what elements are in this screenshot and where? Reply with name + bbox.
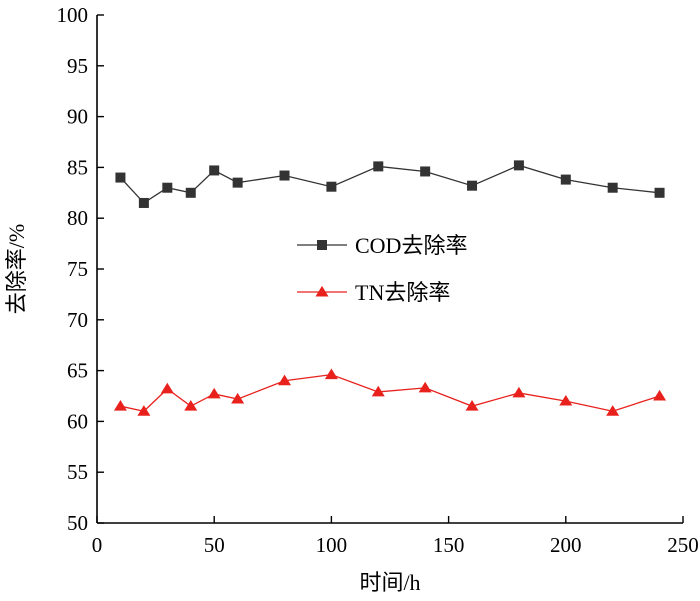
- series-2-point: [418, 381, 432, 393]
- legend-marker: [317, 240, 327, 250]
- y-tick-label: 60: [67, 409, 88, 433]
- y-tick-label: 95: [67, 54, 88, 78]
- series-2-point: [207, 387, 221, 399]
- series-2-point: [653, 389, 667, 401]
- x-axis-title: 时间/h: [359, 570, 420, 595]
- series-1-point: [326, 181, 337, 192]
- series-1-point: [185, 187, 196, 198]
- series-2-point: [465, 400, 479, 411]
- series-1-point: [420, 166, 431, 177]
- series-layer: [113, 160, 667, 416]
- series-1-point: [373, 161, 384, 172]
- y-axis-title: 去除率/%: [4, 224, 29, 314]
- legend-item-1: COD去除率: [297, 233, 467, 258]
- series-1-point: [138, 197, 149, 208]
- series-1: [115, 160, 665, 208]
- series-1-point: [162, 182, 173, 193]
- series-2-point: [559, 394, 573, 406]
- series-1-point: [467, 180, 478, 191]
- series-1-point: [513, 160, 524, 171]
- legend-marker: [315, 285, 329, 297]
- series-1-point: [607, 182, 618, 193]
- series-2-point: [324, 368, 338, 380]
- y-tick-label: 85: [67, 155, 88, 179]
- legend: COD去除率 TN去除率: [297, 233, 467, 305]
- series-1-point: [209, 165, 220, 176]
- series-2-point: [113, 400, 127, 411]
- series-2-point: [184, 400, 198, 411]
- axes: [96, 15, 683, 524]
- series-2-line: [120, 373, 660, 412]
- x-tick-label: 250: [667, 533, 699, 557]
- y-tick-label: 70: [67, 308, 88, 332]
- x-tick-label: 50: [204, 533, 225, 557]
- series-1-line: [119, 164, 660, 204]
- x-tick-label: 0: [92, 533, 103, 557]
- y-tick-label: 75: [67, 257, 88, 281]
- series-2-point: [278, 374, 292, 386]
- series-1-point: [654, 187, 665, 198]
- series-2: [113, 368, 667, 416]
- series-2-point: [371, 385, 385, 397]
- legend-label: TN去除率: [355, 280, 450, 305]
- series-2-point: [231, 392, 245, 404]
- y-tick-label: 65: [67, 359, 88, 383]
- x-tick-label: 150: [433, 533, 465, 557]
- series-1-point: [232, 177, 243, 188]
- series-2-point: [512, 386, 526, 398]
- series-2-point: [606, 405, 620, 416]
- series-1-point: [279, 170, 290, 181]
- series-1-point: [115, 172, 126, 183]
- x-tick-label: 100: [316, 533, 348, 557]
- series-2-point: [137, 405, 151, 416]
- legend-label: COD去除率: [355, 233, 467, 258]
- legend-item-2: TN去除率: [297, 280, 450, 305]
- series-2-point: [160, 382, 174, 394]
- y-tick-label: 50: [67, 511, 88, 535]
- y-tick-label: 80: [67, 206, 88, 230]
- series-1-point: [560, 174, 571, 185]
- y-tick-label: 100: [57, 3, 89, 27]
- y-tick-label: 55: [67, 460, 88, 484]
- y-tick-label: 90: [67, 105, 88, 129]
- x-tick-label: 200: [550, 533, 582, 557]
